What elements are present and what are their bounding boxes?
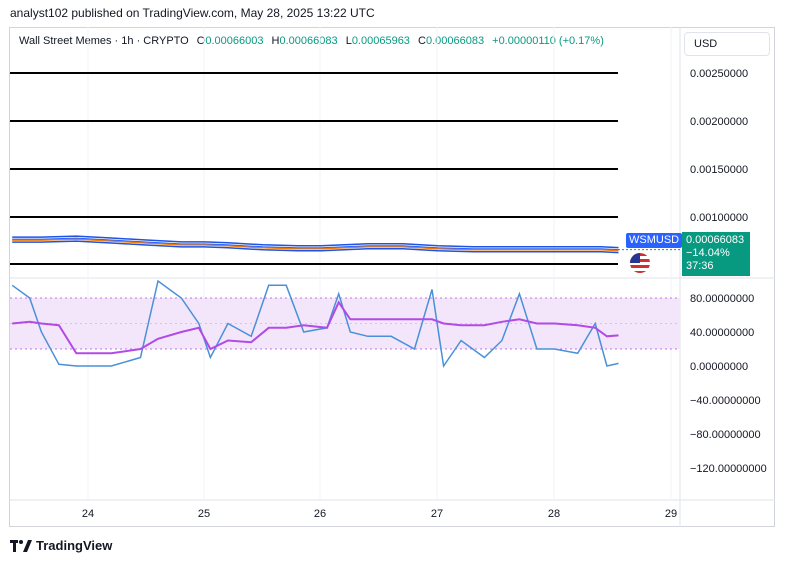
price-tick-label: 0.00250000 [690, 68, 748, 80]
currency-button[interactable]: USD [684, 32, 770, 56]
open-label: O [196, 35, 206, 47]
symbol-tag: WSMUSD [626, 233, 683, 248]
low-label: L [345, 35, 352, 47]
price-change: −14.04% [686, 247, 730, 259]
low-value: 0.00065963 [351, 35, 410, 47]
us-flag-icon [630, 253, 650, 273]
bollinger-upper-line [12, 235, 619, 249]
time-tick-label: 25 [198, 508, 210, 520]
price-tick-label: 0.00150000 [690, 164, 748, 176]
change-value: +0.00000110 (+0.17%) [492, 35, 604, 47]
close-label: C [418, 35, 426, 47]
oscillator-tick-label: 40.00000000 [690, 327, 754, 339]
high-label: H [271, 35, 280, 47]
price-tick-label: 0.00100000 [690, 212, 748, 224]
price-line [12, 237, 619, 251]
time-tick-label: 27 [431, 508, 443, 520]
symbol-description: Wall Street Memes · 1h · CRYPTO [19, 35, 189, 47]
last-price: 0.00066083 [686, 234, 745, 246]
oscillator-tick-label: 0.00000000 [690, 361, 748, 373]
symbol-legend: Wall Street Memes · 1h · CRYPTO O0.00066… [19, 35, 604, 47]
time-tick-label: 29 [665, 508, 677, 520]
footer-brand: TradingView [36, 538, 113, 553]
oscillator-tick-label: −80.00000000 [690, 429, 761, 441]
tradingview-logo-icon [10, 539, 32, 552]
last-price-tag: 0.00066083 −14.04% 37:36 [682, 232, 750, 276]
oscillator-tick-label: 80.00000000 [690, 293, 754, 305]
moving-average-line [12, 238, 619, 252]
open-value: 0.00066003 [205, 35, 264, 47]
price-tick-label: 0.00200000 [690, 116, 748, 128]
time-tick-label: 24 [82, 508, 94, 520]
bollinger-lower-line [12, 240, 619, 254]
close-value: 0.00066083 [425, 35, 485, 47]
oscillator-tick-label: −120.00000000 [690, 463, 767, 475]
rsi-line [12, 300, 619, 355]
time-tick-label: 26 [314, 508, 326, 520]
chart-frame [9, 27, 775, 527]
high-value: 0.00066083 [279, 35, 338, 47]
oscillator-tick-label: −40.00000000 [690, 395, 761, 407]
footer: TradingView [10, 538, 112, 553]
publisher-caption: analyst102 published on TradingView.com,… [10, 6, 375, 20]
time-tick-label: 28 [548, 508, 560, 520]
bar-countdown: 37:36 [686, 260, 714, 272]
